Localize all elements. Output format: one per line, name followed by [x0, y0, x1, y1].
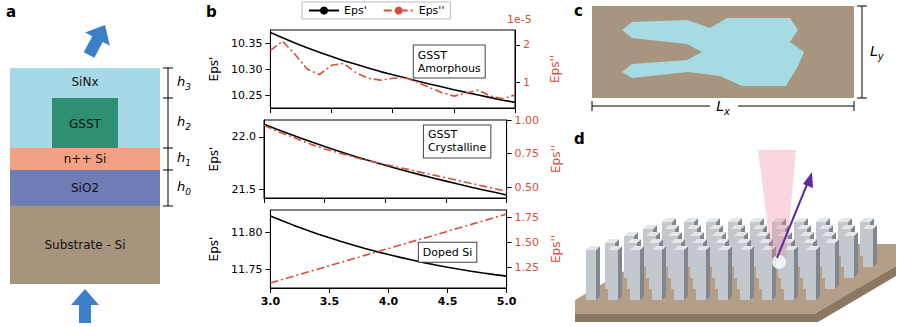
- svg-text:2: 2: [523, 38, 530, 51]
- svg-text:n++ Si: n++ Si: [64, 152, 106, 166]
- svg-text:1.50: 1.50: [515, 236, 540, 249]
- svg-text:Substrate - Si: Substrate - Si: [44, 238, 125, 252]
- svg-text:GSST: GSST: [69, 117, 102, 131]
- svg-text:21.5: 21.5: [232, 183, 257, 196]
- svg-text:11.80: 11.80: [231, 226, 262, 239]
- svg-text:3.0: 3.0: [261, 295, 281, 308]
- svg-text:1.25: 1.25: [515, 261, 540, 274]
- svg-text:Eps': Eps': [207, 237, 221, 262]
- svg-text:Crystalline: Crystalline: [428, 141, 487, 154]
- svg-text:GSST: GSST: [428, 128, 457, 141]
- svg-text:4.5: 4.5: [438, 295, 458, 308]
- svg-text:Lx: Lx: [716, 98, 730, 117]
- svg-text:4.0: 4.0: [379, 295, 399, 308]
- svg-text:1.00: 1.00: [515, 114, 540, 127]
- svg-text:Eps': Eps': [344, 4, 367, 17]
- svg-text:10.30: 10.30: [231, 63, 262, 76]
- svg-text:10.25: 10.25: [231, 89, 262, 102]
- svg-text:Eps'': Eps'': [419, 4, 445, 17]
- svg-text:5.0: 5.0: [497, 295, 517, 308]
- svg-text:GSST: GSST: [418, 49, 447, 62]
- svg-text:1.75: 1.75: [515, 211, 540, 224]
- svg-text:c: c: [574, 2, 583, 20]
- svg-text:Eps'': Eps'': [549, 145, 563, 173]
- svg-text:a: a: [6, 3, 16, 21]
- svg-text:10.35: 10.35: [231, 37, 262, 50]
- svg-text:h0: h0: [177, 179, 191, 197]
- svg-text:Doped Si: Doped Si: [423, 246, 472, 259]
- svg-text:0.50: 0.50: [515, 181, 540, 194]
- svg-text:h2: h2: [177, 114, 191, 132]
- svg-text:Eps'': Eps'': [548, 55, 562, 83]
- svg-text:Ly: Ly: [870, 43, 885, 62]
- svg-text:SiNx: SiNx: [71, 75, 98, 89]
- svg-text:0.75: 0.75: [515, 147, 540, 160]
- svg-text:Amorphous: Amorphous: [418, 62, 481, 75]
- svg-text:22.0: 22.0: [232, 130, 257, 143]
- svg-text:h1: h1: [177, 150, 191, 168]
- svg-text:d: d: [574, 130, 585, 148]
- svg-text:1: 1: [523, 76, 530, 89]
- svg-text:h3: h3: [177, 74, 191, 92]
- svg-text:Eps'': Eps'': [549, 235, 563, 263]
- svg-text:11.75: 11.75: [231, 263, 262, 276]
- svg-text:Eps': Eps': [207, 147, 221, 172]
- svg-text:3.5: 3.5: [320, 295, 340, 308]
- svg-text:1e-5: 1e-5: [507, 13, 532, 26]
- svg-text:SiO2: SiO2: [71, 181, 99, 195]
- svg-text:Eps': Eps': [207, 57, 221, 82]
- svg-text:b: b: [206, 3, 217, 21]
